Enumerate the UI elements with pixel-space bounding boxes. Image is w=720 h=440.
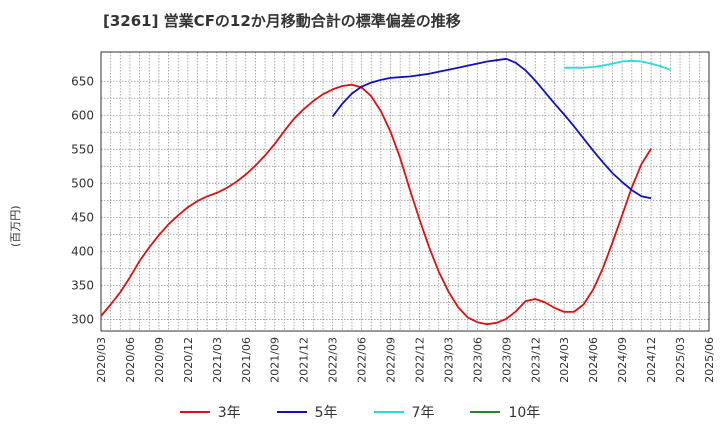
x-tick-label: 2023/09: [500, 337, 513, 383]
x-tick-label: 2022/06: [356, 337, 369, 383]
y-tick-label: 600: [71, 108, 94, 122]
legend-item: 3年: [179, 402, 241, 422]
chart-title: [3261] 営業CFの12か月移動合計の標準偏差の推移: [103, 12, 461, 30]
x-tick-label: 2025/06: [703, 337, 716, 383]
x-tick-label: 2024/06: [587, 337, 600, 383]
legend-label: 10年: [508, 405, 541, 421]
legend-label: 7年: [411, 405, 435, 421]
legend: 3年 5年 7年 10年: [0, 402, 720, 422]
x-tick-label: 2023/03: [442, 337, 455, 383]
legend-swatch: [373, 411, 404, 413]
legend-label: 3年: [217, 405, 241, 421]
legend-item: 10年: [470, 402, 540, 422]
x-tick-label: 2024/12: [645, 337, 658, 383]
plot-frame: [100, 51, 710, 332]
x-tick-label: 2021/06: [240, 337, 253, 383]
y-tick-label: 550: [71, 142, 94, 156]
x-tick-label: 2025/03: [674, 337, 687, 383]
y-tick-label: 300: [71, 312, 94, 326]
x-tick-label: 2021/09: [269, 337, 282, 383]
x-tick-label: 2020/12: [182, 337, 195, 383]
legend-item: 5年: [276, 402, 338, 422]
x-tick-label: 2024/09: [616, 337, 629, 383]
y-tick-label: 350: [71, 278, 94, 292]
y-tick-label: 400: [71, 244, 94, 258]
x-tick-label: 2022/03: [327, 337, 340, 383]
y-tick-label: 500: [71, 176, 94, 190]
x-tick-label: 2023/06: [471, 337, 484, 383]
legend-swatch: [276, 411, 307, 413]
series-line-7年: [564, 59, 671, 71]
y-tick-label: 450: [71, 210, 94, 224]
x-tick-label: 2023/12: [529, 337, 542, 383]
legend-swatch: [470, 411, 501, 413]
x-tick-label: 2022/09: [385, 337, 398, 383]
x-tick-label: 2021/12: [298, 337, 311, 383]
x-tick-label: 2021/03: [211, 337, 224, 383]
y-tick-label: 650: [71, 74, 94, 88]
grid-lines: [100, 52, 710, 331]
y-axis-ticks: 300 350 400 450 500 550 600 650: [71, 74, 94, 326]
legend-label: 5年: [314, 405, 338, 421]
series-line-5年: [331, 57, 652, 200]
x-tick-label: 2020/06: [124, 337, 137, 383]
legend-swatch: [179, 411, 210, 413]
x-tick-label: 2020/09: [153, 337, 166, 383]
series-line-3年: [100, 83, 652, 326]
x-axis-ticks: 2020/03 2020/06 2020/09 2020/12 2021/03 2021/…: [95, 337, 716, 383]
x-tick-label: 2024/03: [558, 337, 571, 383]
x-tick-label: 2022/12: [413, 337, 426, 383]
legend-item: 7年: [373, 402, 435, 422]
series-lines: [100, 57, 671, 326]
x-tick-label: 2020/03: [95, 337, 108, 383]
